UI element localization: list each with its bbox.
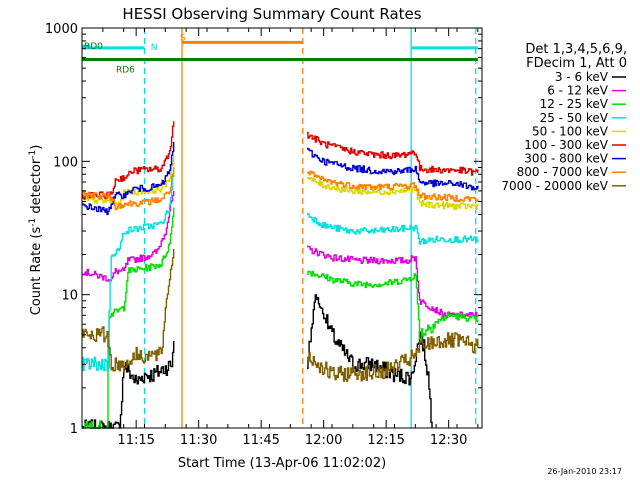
y-tick-label: 1 (70, 422, 78, 437)
series-segment (307, 270, 479, 342)
flag-label-rd6: RD6 (116, 66, 135, 76)
x-tick-label: 11:45 (242, 433, 279, 448)
series-7000-to-20000kev (82, 249, 479, 382)
y-axis-label-mid: detector (29, 158, 44, 218)
y-axis-label: Count Rate (s-1 detector-1) (28, 145, 44, 316)
legend: Det 1,3,4,5,6,9, FDecim 1, Att 0 3 - 6 k… (501, 42, 627, 193)
series-segment (82, 207, 175, 429)
y-axis: 1 10 100 1000 (45, 22, 482, 437)
flag-label-s: S (180, 34, 186, 44)
x-axis-label: Start Time (13-Apr-06 11:02:02) (178, 456, 386, 471)
flag-label-rd0: RD0 (84, 42, 103, 52)
series-segment (82, 167, 175, 211)
series-segment (307, 332, 479, 382)
series-800-to-7000kev (82, 167, 479, 211)
y-axis-label-suffix: ) (29, 145, 44, 150)
y-axis-label-prefix: Count Rate (s (29, 227, 44, 316)
legend-entry-label: 25 - 50 keV (540, 111, 609, 125)
series-25-to-50kev (82, 167, 479, 372)
legend-entry-label: 100 - 300 keV (524, 138, 608, 152)
series-segment (82, 141, 175, 216)
series-segment (82, 190, 175, 282)
y-axis-label-sup2: -1 (28, 150, 38, 159)
series-segment (82, 167, 175, 372)
series-300-to-800kev (82, 141, 479, 216)
series-segment (307, 294, 433, 428)
x-tick-label: 12:30 (430, 433, 467, 448)
y-tick-label: 10 (61, 289, 78, 304)
legend-header-line-1: Det 1,3,4,5,6,9, (525, 42, 627, 57)
plot-area: RD0 RD6 N S (82, 28, 479, 429)
y-tick-label: 1000 (45, 22, 78, 37)
legend-entry-label: 800 - 7000 keV (517, 165, 609, 179)
series-segment (82, 155, 175, 209)
legend-entry-label: 300 - 800 keV (524, 152, 608, 166)
series-segment (307, 131, 479, 176)
footer-timestamp: 26-Jan-2010 23:17 (547, 467, 622, 476)
y-axis-label-sup1: -1 (28, 218, 38, 227)
series-segment (307, 213, 479, 245)
series-segment (82, 249, 175, 373)
legend-entry-label: 50 - 100 keV (532, 124, 609, 138)
x-tick-label: 11:15 (117, 433, 154, 448)
series-segment (307, 170, 479, 203)
flag-label-n: N (151, 43, 158, 53)
y-tick-label: 100 (53, 155, 78, 170)
x-tick-label: 12:00 (305, 433, 342, 448)
chart-title: HESSI Observing Summary Count Rates (122, 5, 421, 23)
legend-entry-label: 6 - 12 keV (547, 84, 609, 98)
legend-entry-label: 12 - 25 keV (540, 97, 609, 111)
legend-header-line-2: FDecim 1, Att 0 (526, 56, 627, 71)
series-12-to-25kev (82, 207, 479, 429)
series-segment (307, 245, 479, 319)
series-segment (307, 147, 479, 191)
x-axis: 11:15 11:30 11:45 12:00 12:15 12:30 (81, 28, 479, 448)
legend-entry-label: 3 - 6 keV (555, 70, 609, 84)
series-6-to-12kev (82, 190, 479, 319)
plot-frame (81, 27, 483, 429)
legend-entry-label: 7000 - 20000 keV (501, 179, 608, 193)
x-tick-label: 12:15 (367, 433, 404, 448)
x-tick-label: 11:30 (180, 433, 217, 448)
